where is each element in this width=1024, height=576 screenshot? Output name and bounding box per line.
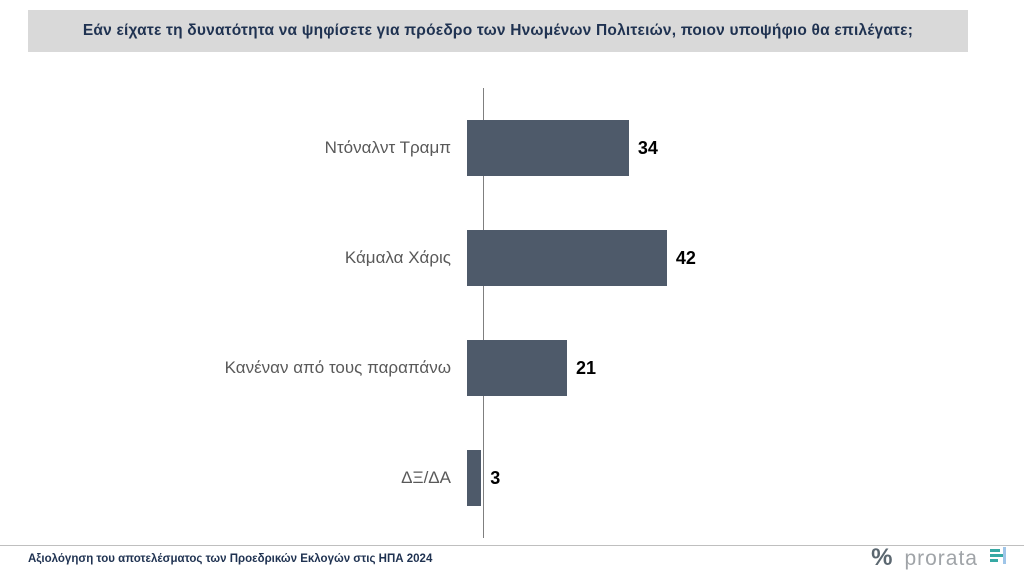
bar-wrap: 42 — [467, 230, 696, 286]
bar-row: Κάμαλα Χάρις 42 — [0, 203, 1024, 313]
bar — [467, 230, 667, 286]
value-label: 34 — [637, 137, 658, 158]
category-label: Κανέναν από τους παραπάνω — [224, 358, 451, 377]
bar — [467, 450, 482, 506]
brand-wordmark: prorata — [904, 546, 978, 570]
footer-divider — [0, 545, 1024, 546]
category-label: Ντόναλντ Τραμπ — [324, 138, 451, 157]
bar — [467, 340, 567, 396]
category-label: Κάμαλα Χάρις — [344, 248, 451, 267]
value-label: 21 — [575, 357, 596, 378]
bar — [467, 120, 629, 176]
bar-wrap: 3 — [467, 450, 500, 506]
header-strip: Εάν είχατε τη δυνατότητα να ψηφίσετε για… — [28, 10, 968, 52]
footer-caption: Αξιολόγηση του αποτελέσματος των Προεδρι… — [28, 553, 433, 565]
bar-chart: Ντόναλντ Τραμπ 34 Κάμαλα Χάρις 42 Κανένα… — [0, 93, 1024, 533]
bar-row: Ντόναλντ Τραμπ 34 — [0, 93, 1024, 203]
bar-row: Κανέναν από τους παραπάνω 21 — [0, 313, 1024, 423]
bar-wrap: 21 — [467, 340, 596, 396]
axis-line — [483, 88, 484, 538]
bars-icon — [990, 546, 1006, 571]
chart-title: Εάν είχατε τη δυνατότητα να ψηφίσετε για… — [82, 22, 914, 39]
bar-row: ΔΞ/ΔΑ 3 — [0, 423, 1024, 533]
bar-wrap: 34 — [467, 120, 658, 176]
value-label: 3 — [490, 467, 501, 488]
percent-icon: % — [871, 544, 893, 571]
category-label: ΔΞ/ΔΑ — [401, 468, 451, 487]
value-label: 42 — [675, 247, 696, 268]
prorata-logo: % prorata — [871, 544, 1006, 572]
